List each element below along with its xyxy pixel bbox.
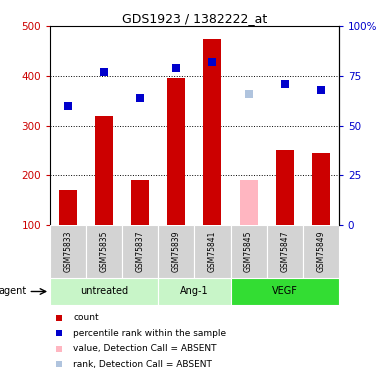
Text: count: count bbox=[73, 314, 99, 322]
Text: untreated: untreated bbox=[80, 286, 128, 297]
Bar bbox=[276, 150, 294, 225]
Bar bbox=[303, 225, 339, 278]
Bar bbox=[131, 180, 149, 225]
Bar bbox=[158, 278, 231, 306]
Text: rank, Detection Call = ABSENT: rank, Detection Call = ABSENT bbox=[73, 360, 212, 369]
Text: GSM75833: GSM75833 bbox=[64, 230, 73, 272]
Text: agent: agent bbox=[0, 286, 27, 297]
Bar bbox=[86, 225, 122, 278]
Bar bbox=[167, 78, 186, 225]
Bar bbox=[50, 278, 158, 306]
Bar bbox=[50, 225, 86, 278]
Text: GSM75847: GSM75847 bbox=[280, 230, 289, 272]
Bar bbox=[158, 225, 194, 278]
Bar bbox=[266, 225, 303, 278]
Bar bbox=[194, 225, 231, 278]
Bar bbox=[59, 190, 77, 225]
Text: GSM75839: GSM75839 bbox=[172, 230, 181, 272]
Text: VEGF: VEGF bbox=[272, 286, 298, 297]
Bar bbox=[312, 153, 330, 225]
Text: GSM75841: GSM75841 bbox=[208, 231, 217, 272]
Text: GSM75849: GSM75849 bbox=[316, 230, 325, 272]
Title: GDS1923 / 1382222_at: GDS1923 / 1382222_at bbox=[122, 12, 267, 25]
Text: GSM75835: GSM75835 bbox=[100, 230, 109, 272]
Text: value, Detection Call = ABSENT: value, Detection Call = ABSENT bbox=[73, 344, 217, 353]
Text: GSM75837: GSM75837 bbox=[136, 230, 145, 272]
Text: Ang-1: Ang-1 bbox=[180, 286, 209, 297]
Text: percentile rank within the sample: percentile rank within the sample bbox=[73, 329, 226, 338]
Bar bbox=[122, 225, 158, 278]
Bar bbox=[239, 180, 258, 225]
Bar bbox=[231, 225, 266, 278]
Bar bbox=[95, 116, 113, 225]
Bar bbox=[231, 278, 339, 306]
Bar bbox=[203, 39, 221, 225]
Text: GSM75845: GSM75845 bbox=[244, 230, 253, 272]
